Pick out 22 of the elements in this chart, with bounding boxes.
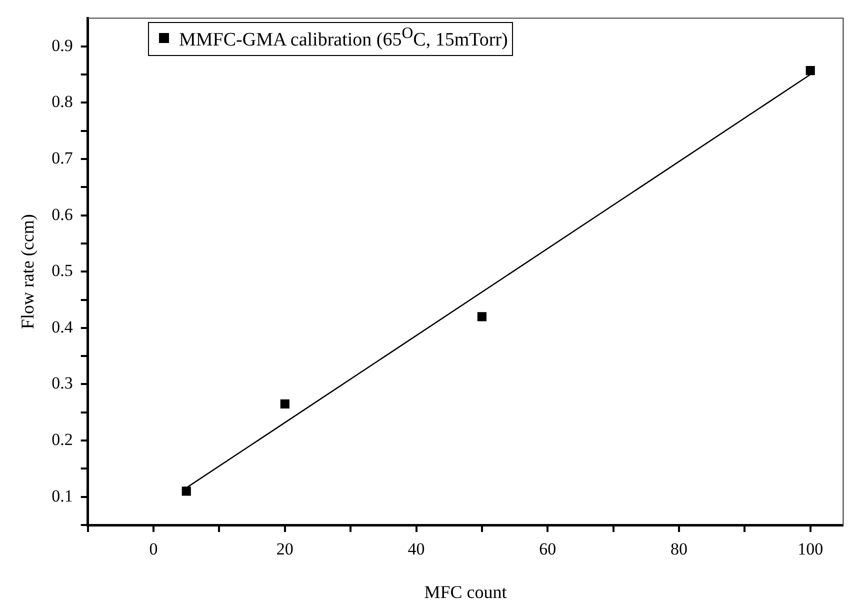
y-tick-label: 0.2	[52, 430, 73, 449]
point	[477, 312, 486, 322]
x-axis-title: MFC count	[424, 582, 507, 602]
legend-label: MMFC-GMA calibration (65$^{O}$C, 15mTorr)	[179, 25, 508, 52]
y-tick-label: 0.6	[52, 204, 73, 224]
point	[280, 399, 290, 408]
point	[182, 486, 191, 496]
y-tick-label: 0.8	[52, 92, 73, 112]
y-tick-label: 0.1	[52, 486, 73, 506]
point	[806, 66, 815, 76]
x-tick-label: 20	[276, 540, 294, 559]
y-tick-label: 0.3	[52, 374, 73, 393]
x-tick-label: 60	[539, 540, 556, 559]
y-axis-title: Flow rate (ccm)	[18, 214, 38, 330]
y-tick-label: 0.4	[52, 317, 74, 336]
y-tick-label: 0.7	[52, 148, 74, 168]
x-tick-label: 0	[149, 540, 158, 559]
x-tick-label: 40	[408, 540, 425, 559]
y-tick-label: 0.9	[52, 36, 73, 55]
x-tick-label: 80	[670, 540, 688, 559]
x-tick-label: 100	[798, 540, 824, 559]
y-tick-label: 0.5	[52, 261, 73, 280]
